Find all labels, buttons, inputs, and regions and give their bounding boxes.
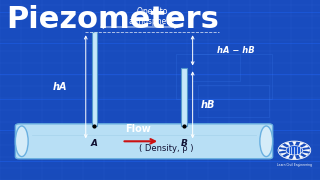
Polygon shape (292, 155, 296, 159)
Bar (0, 31, 320, 37)
Polygon shape (303, 149, 310, 151)
Bar (0, 6, 320, 12)
Bar (0, 106, 320, 112)
Bar (0, 19, 320, 25)
Ellipse shape (260, 126, 273, 157)
Bar (0, 168, 320, 174)
Bar (0, 81, 320, 87)
Bar (0, 56, 320, 62)
Bar (0, 93, 320, 99)
Polygon shape (299, 154, 304, 158)
Bar (0, 130, 320, 137)
Bar (0, 37, 320, 43)
Bar (198, 85, 269, 117)
Bar (0, 112, 320, 118)
Bar (0, 62, 320, 68)
Polygon shape (280, 145, 287, 148)
Bar (0, 137, 320, 143)
Circle shape (286, 146, 303, 155)
Text: B: B (180, 139, 188, 148)
Polygon shape (285, 142, 290, 146)
Text: hA − hB: hA − hB (217, 46, 255, 55)
Bar (0, 44, 320, 50)
Text: Flow: Flow (125, 124, 150, 134)
Bar (0, 50, 320, 56)
Bar (0, 68, 320, 75)
Bar (0, 75, 320, 81)
Text: Piezometers: Piezometers (6, 5, 219, 34)
Ellipse shape (15, 126, 28, 157)
Bar (0, 87, 320, 93)
Bar (92, 32, 97, 126)
Bar (0, 174, 320, 180)
Bar (0, 25, 320, 31)
Polygon shape (299, 142, 304, 146)
Text: Open to
atmosphere: Open to atmosphere (129, 7, 175, 26)
Polygon shape (280, 153, 287, 156)
Polygon shape (292, 142, 296, 146)
FancyBboxPatch shape (15, 124, 273, 159)
Bar (181, 68, 187, 126)
Text: Learn Civil Engineering: Learn Civil Engineering (277, 163, 312, 167)
Polygon shape (302, 153, 308, 156)
Text: hB: hB (201, 100, 215, 110)
Polygon shape (279, 149, 286, 151)
Polygon shape (285, 154, 290, 158)
Bar (192, 54, 240, 81)
Bar (0, 149, 320, 155)
Bar (176, 54, 272, 99)
Bar (0, 162, 320, 168)
Bar (0, 124, 320, 130)
Bar (0, 0, 320, 6)
Text: hA: hA (52, 82, 67, 92)
Bar (0, 155, 320, 161)
Bar (0, 100, 320, 105)
Text: ( Density, ρ ): ( Density, ρ ) (139, 144, 194, 153)
Text: A: A (91, 139, 98, 148)
Bar (0, 13, 320, 19)
Bar (0, 118, 320, 124)
Bar (0, 143, 320, 149)
Polygon shape (302, 145, 308, 148)
